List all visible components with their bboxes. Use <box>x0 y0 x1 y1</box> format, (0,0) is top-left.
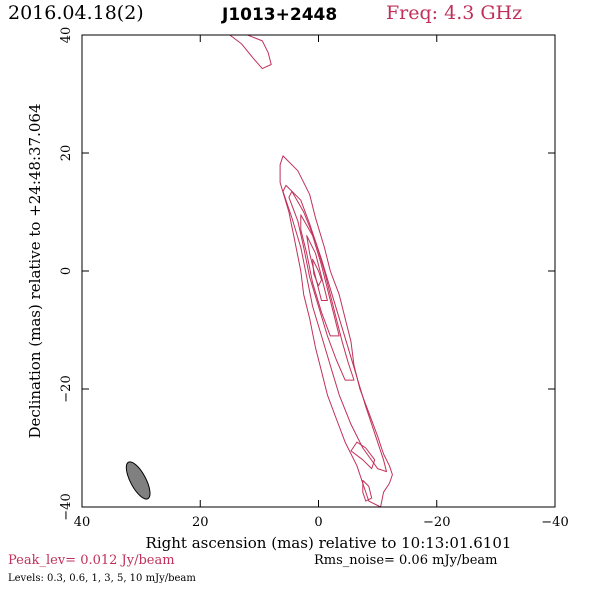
source-name: J1013+2448 <box>222 5 338 25</box>
x-tick-label: 40 <box>74 515 91 530</box>
contour-c2 <box>279 155 393 508</box>
y-tick-label: 0 <box>59 267 74 275</box>
contour-c6 <box>306 235 328 301</box>
y-tick-label: 20 <box>59 145 74 162</box>
beam-group <box>125 461 151 500</box>
contour-group <box>229 34 393 508</box>
contour-c5 <box>300 214 340 337</box>
observation-date: 2016.04.18(2) <box>8 2 144 24</box>
y-tick-label: −40 <box>59 493 74 520</box>
contour-c7 <box>312 258 322 287</box>
y-tick-label: −20 <box>59 375 74 402</box>
x-tick-label: 0 <box>314 515 322 530</box>
frequency-label: Freq: 4.3 GHz <box>386 2 523 24</box>
rms-noise: Rms_noise= 0.06 mJy/beam <box>314 553 498 568</box>
contour-c9 <box>362 479 373 502</box>
peak-level: Peak_lev= 0.012 Jy/beam <box>8 553 175 568</box>
x-tick-label: 20 <box>192 515 209 530</box>
y-tick-label: 40 <box>59 27 74 44</box>
contour-levels: Levels: 0.3, 0.6, 1, 3, 5, 10 mJy/beam <box>8 573 196 584</box>
contour-c3 <box>282 184 387 473</box>
contour-c8 <box>350 441 376 470</box>
x-tick-label: −20 <box>423 515 450 530</box>
contour-c4 <box>288 190 355 381</box>
tick-group: 40 20 0 −20 −40 −40 −20 0 20 40 <box>59 27 569 530</box>
x-axis-label: Right ascension (mas) relative to 10:13:… <box>146 534 512 552</box>
y-axis-label: Declination (mas) relative to +24:48:37.… <box>26 103 44 438</box>
contour-c1 <box>229 34 272 70</box>
x-tick-label: −40 <box>541 515 568 530</box>
beam-ellipse <box>125 461 151 500</box>
